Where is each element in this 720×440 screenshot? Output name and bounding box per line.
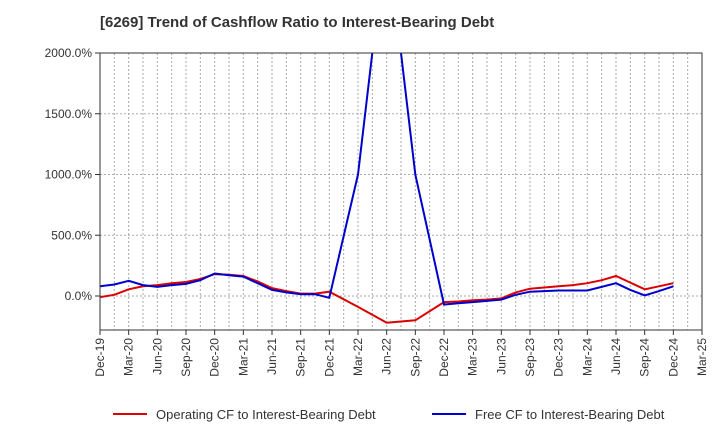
x-tick-label: Jun-20 (150, 338, 164, 375)
x-tick-label: Mar-25 (695, 338, 709, 376)
x-tick-label: Mar-20 (122, 338, 136, 376)
y-tick-label: 1500.0% (45, 107, 93, 121)
legend-label-operating: Operating CF to Interest-Bearing Debt (156, 407, 376, 422)
x-tick-label: Jun-23 (494, 338, 508, 375)
y-axis-ticks: 0.0% 500.0% 1000.0% 1500.0% 2000.0% (45, 46, 100, 303)
x-tick-label: Sep-21 (294, 338, 308, 377)
y-tick-label: 0.0% (65, 289, 93, 303)
series-lines (100, 53, 674, 324)
x-tick-label: Sep-22 (408, 338, 422, 377)
x-axis-ticks: Dec-19 Mar-20 Jun-20 Sep-20 Dec-20 Mar-21 Jun-… (93, 330, 709, 377)
x-tick-label: Jun-24 (609, 338, 623, 375)
x-tick-label: Sep-23 (523, 338, 537, 377)
chart-title: [6269] Trend of Cashflow Ratio to Intere… (100, 14, 495, 31)
x-tick-label: Dec-20 (208, 338, 222, 377)
y-tick-label: 500.0% (51, 228, 92, 242)
x-tick-label: Dec-19 (93, 338, 107, 377)
x-tick-label: Sep-24 (638, 338, 652, 377)
series-line-operating-cf (100, 273, 674, 324)
x-tick-label: Jun-22 (380, 338, 394, 375)
plot-border (99, 52, 703, 331)
x-tick-label: Dec-21 (322, 338, 336, 377)
plot-area (100, 53, 702, 330)
x-tick-label: Mar-22 (351, 338, 365, 376)
x-tick-label: Jun-21 (265, 338, 279, 375)
x-tick-label: Sep-20 (179, 338, 193, 377)
x-tick-label: Dec-22 (437, 338, 451, 377)
legend-label-free: Free CF to Interest-Bearing Debt (475, 407, 665, 422)
y-tick-label: 1000.0% (45, 168, 93, 182)
legend: Operating CF to Interest-Bearing Debt Fr… (113, 407, 665, 422)
x-tick-label: Dec-24 (666, 338, 680, 377)
x-tick-label: Dec-23 (552, 338, 566, 377)
plot-frame (99, 52, 703, 331)
y-tick-label: 2000.0% (45, 46, 93, 60)
series-line-free-cf (100, 53, 674, 306)
plot-background (100, 53, 702, 330)
x-tick-label: Mar-23 (466, 338, 480, 376)
x-tick-label: Mar-21 (236, 338, 250, 376)
x-tick-label: Mar-24 (580, 338, 594, 376)
